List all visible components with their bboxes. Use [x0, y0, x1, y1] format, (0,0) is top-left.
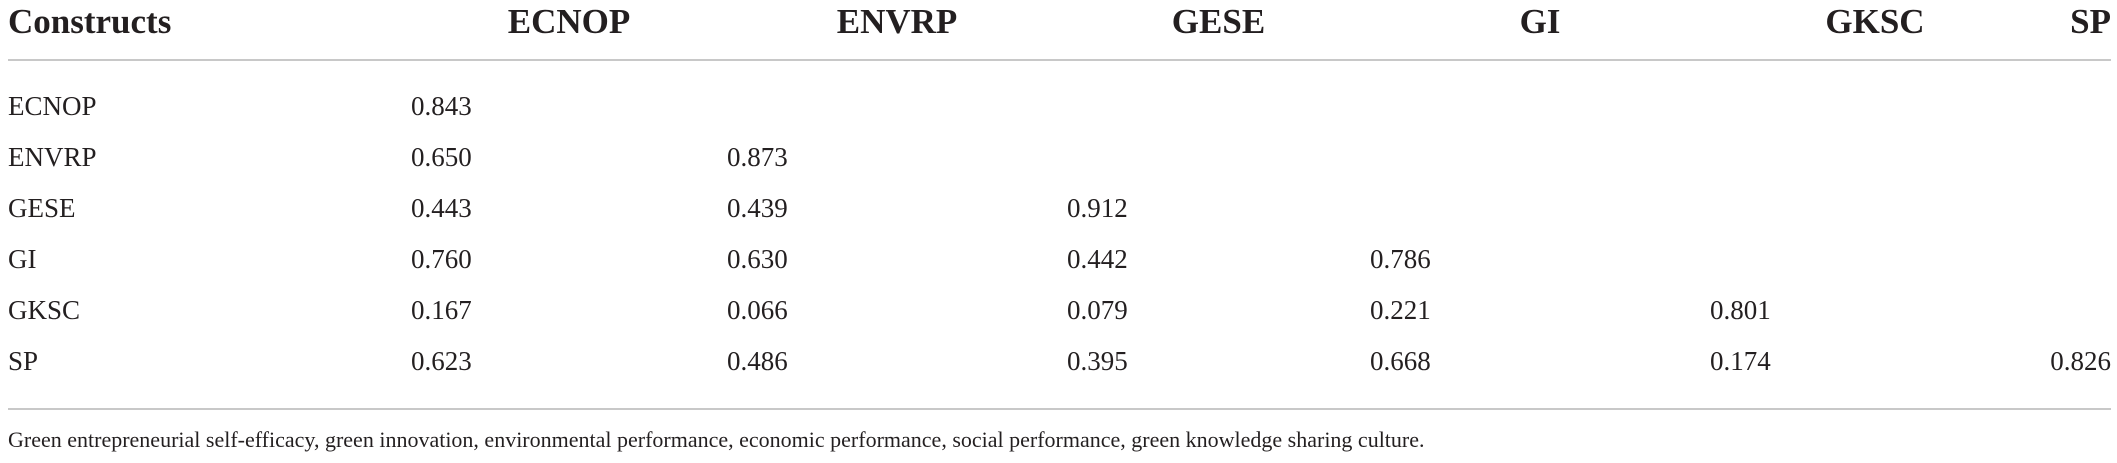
table-row: GESE 0.443 0.439 0.912: [8, 183, 2111, 234]
table-cell: 0.221: [1370, 295, 1431, 325]
table-cell: [1710, 132, 2040, 183]
table-row: GI 0.760 0.630 0.442 0.786: [8, 234, 2111, 285]
table-cell: 0.801: [1710, 295, 1771, 325]
table-cell: [1710, 234, 2040, 285]
table-cell: 0.912: [1067, 193, 1128, 223]
table-row: ECNOP 0.843: [8, 60, 2111, 132]
column-header-gksc: GKSC: [1825, 2, 1925, 41]
row-label: ENVRP: [8, 142, 97, 172]
table-cell: 0.630: [727, 244, 788, 274]
table-cell: 0.174: [1710, 346, 1771, 376]
table-cell: [2040, 60, 2111, 132]
column-header-envrp: ENVRP: [836, 2, 958, 41]
table-cell: 0.760: [411, 244, 472, 274]
table-cell: [1710, 60, 2040, 132]
table-cell: [2040, 132, 2111, 183]
discriminant-validity-table: Constructs ECNOP ENVRP GESE GI GKSC SP E…: [8, 0, 2111, 387]
table-cell: [2040, 234, 2111, 285]
row-label: ECNOP: [8, 91, 97, 121]
table-cell: [2040, 285, 2111, 336]
table-cell: [1370, 60, 1710, 132]
table-body: ECNOP 0.843 ENVRP 0.650 0.873 GESE 0.443…: [8, 60, 2111, 387]
column-header-constructs: Constructs: [8, 2, 172, 41]
table-bottom-rule: [8, 408, 2111, 410]
table-cell: 0.439: [727, 193, 788, 223]
table-cell: [2040, 183, 2111, 234]
table-cell: 0.486: [727, 346, 788, 376]
table-cell: 0.650: [411, 142, 472, 172]
table-cell: 0.826: [2050, 346, 2111, 376]
table-cell: [1067, 60, 1370, 132]
table-cell: [1067, 132, 1370, 183]
row-label: SP: [8, 346, 39, 376]
table-footnote: Green entrepreneurial self-efficacy, gre…: [8, 427, 1425, 452]
table-row: GKSC 0.167 0.066 0.079 0.221 0.801: [8, 285, 2111, 336]
table-row: SP 0.623 0.486 0.395 0.668 0.174 0.826: [8, 336, 2111, 387]
table-cell: 0.786: [1370, 244, 1431, 274]
table-cell: 0.843: [411, 91, 472, 121]
column-header-sp: SP: [2070, 2, 2111, 41]
header-row: Constructs ECNOP ENVRP GESE GI GKSC SP: [8, 0, 2111, 60]
column-header-gi: GI: [1519, 2, 1561, 41]
table-cell: 0.443: [411, 193, 472, 223]
table-cell: 0.873: [727, 142, 788, 172]
table-cell: 0.395: [1067, 346, 1128, 376]
table-cell: [1710, 183, 2040, 234]
table-cell: 0.442: [1067, 244, 1128, 274]
row-label: GESE: [8, 193, 76, 223]
table-cell: 0.167: [411, 295, 472, 325]
table-cell: 0.623: [411, 346, 472, 376]
table-cell: [727, 60, 1067, 132]
table-cell: 0.079: [1067, 295, 1128, 325]
row-label: GI: [8, 244, 37, 274]
table-cell: 0.066: [727, 295, 788, 325]
table-header: Constructs ECNOP ENVRP GESE GI GKSC SP: [8, 0, 2111, 60]
table-cell: 0.668: [1370, 346, 1431, 376]
table-row: ENVRP 0.650 0.873: [8, 132, 2111, 183]
column-header-ecnop: ECNOP: [507, 2, 631, 41]
table-cell: [1370, 183, 1710, 234]
column-header-gese: GESE: [1171, 2, 1266, 41]
table-cell: [1370, 132, 1710, 183]
row-label: GKSC: [8, 295, 81, 325]
